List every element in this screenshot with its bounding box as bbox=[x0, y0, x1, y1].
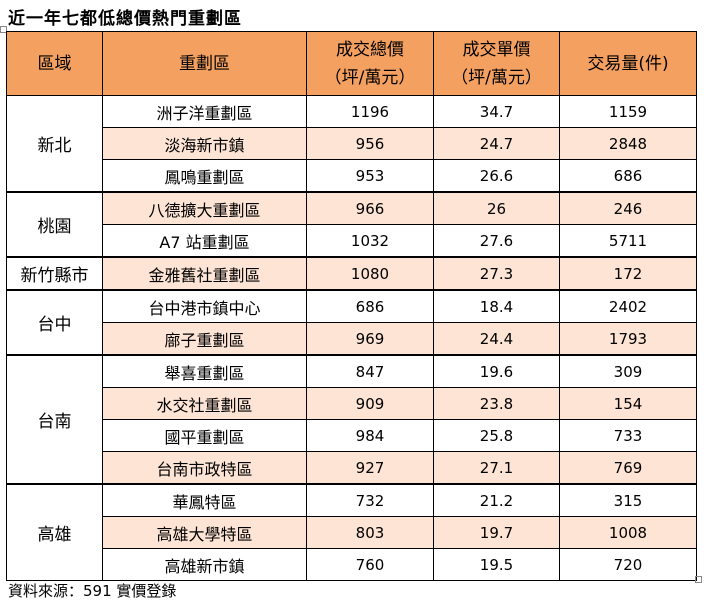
district-cell: 洲子洋重劃區 bbox=[102, 95, 307, 128]
total-price-cell: 732 bbox=[306, 483, 434, 517]
volume-cell: 1008 bbox=[559, 516, 697, 549]
total-price-cell: 966 bbox=[306, 191, 434, 225]
source-note: 資料來源：591 實價登錄 bbox=[8, 582, 177, 600]
header-row: 區域 重劃區 成交總價 （坪/萬元） 成交單價 （坪/萬元） 交易量(件) bbox=[6, 31, 697, 96]
table-handle-top[interactable] bbox=[0, 26, 7, 33]
district-cell: 台中港市鎮中心 bbox=[102, 289, 307, 323]
total-price-cell: 953 bbox=[306, 159, 434, 193]
volume-cell: 720 bbox=[559, 548, 697, 581]
unit-price-cell: 27.6 bbox=[433, 224, 560, 258]
volume-cell: 733 bbox=[559, 419, 697, 452]
header-unit-price: 成交單價 （坪/萬元） bbox=[433, 31, 560, 96]
total-price-cell: 956 bbox=[306, 127, 434, 160]
header-volume: 交易量(件) bbox=[559, 31, 697, 96]
volume-cell: 686 bbox=[559, 159, 697, 193]
unit-price-cell: 25.8 bbox=[433, 419, 560, 452]
district-cell: 廍子重劃區 bbox=[102, 322, 307, 356]
unit-price-cell: 18.4 bbox=[433, 289, 560, 323]
table-row: 高雄新市鎮 760 19.5 720 bbox=[7, 548, 697, 581]
volume-cell: 2848 bbox=[559, 127, 697, 160]
district-cell: 華鳳特區 bbox=[102, 483, 307, 517]
unit-price-cell: 26.6 bbox=[433, 159, 560, 193]
district-cell: 金雅舊社重劃區 bbox=[102, 256, 307, 291]
unit-price-cell: 19.5 bbox=[433, 548, 560, 581]
header-total-price: 成交總價 （坪/萬元） bbox=[306, 31, 434, 96]
volume-cell: 2402 bbox=[559, 289, 697, 323]
unit-price-cell: 34.7 bbox=[433, 95, 560, 128]
volume-cell: 154 bbox=[559, 387, 697, 420]
header-district: 重劃區 bbox=[102, 31, 307, 96]
table-row: 淡海新市鎮 956 24.7 2848 bbox=[7, 127, 697, 160]
table-row: 廍子重劃區 969 24.4 1793 bbox=[7, 322, 697, 356]
unit-price-cell: 24.4 bbox=[433, 322, 560, 356]
table-row: 國平重劃區 984 25.8 733 bbox=[7, 419, 697, 452]
district-cell: 國平重劃區 bbox=[102, 419, 307, 452]
total-price-cell: 969 bbox=[306, 322, 434, 356]
total-price-cell: 1196 bbox=[306, 95, 434, 128]
table-resize-handle[interactable] bbox=[695, 576, 702, 583]
total-price-cell: 803 bbox=[306, 516, 434, 549]
unit-price-cell: 26 bbox=[433, 191, 560, 225]
table-row: 台南市政特區 927 27.1 769 bbox=[7, 451, 697, 485]
district-cell: 淡海新市鎮 bbox=[102, 127, 307, 160]
district-cell: 台南市政特區 bbox=[102, 451, 307, 485]
volume-cell: 246 bbox=[559, 191, 697, 225]
district-cell: 八德擴大重劃區 bbox=[102, 191, 307, 225]
total-price-cell: 927 bbox=[306, 451, 434, 485]
header-total-price-line1: 成交總價 bbox=[336, 39, 404, 60]
table-row: 鳳鳴重劃區 953 26.6 686 bbox=[7, 159, 697, 193]
unit-price-cell: 23.8 bbox=[433, 387, 560, 420]
total-price-cell: 984 bbox=[306, 419, 434, 452]
volume-cell: 1793 bbox=[559, 322, 697, 356]
region-cell: 台南 bbox=[6, 354, 103, 485]
header-total-price-line2: （坪/萬元） bbox=[324, 67, 416, 88]
table-row: 新竹縣市 金雅舊社重劃區 1080 27.3 172 bbox=[6, 256, 697, 291]
volume-cell: 1159 bbox=[559, 95, 697, 128]
table-body: 新北 洲子洋重劃區 1196 34.7 1159 淡海新市鎮 956 24.7 2848 鳳鳴重劃… bbox=[6, 95, 697, 581]
unit-price-cell: 27.1 bbox=[433, 451, 560, 485]
volume-cell: 315 bbox=[559, 483, 697, 517]
total-price-cell: 686 bbox=[306, 289, 434, 323]
region-cell: 新北 bbox=[6, 95, 103, 193]
unit-price-cell: 24.7 bbox=[433, 127, 560, 160]
table-row: 桃園 八德擴大重劃區 966 26 246 bbox=[6, 191, 697, 258]
volume-cell: 5711 bbox=[559, 224, 697, 258]
unit-price-cell: 21.2 bbox=[433, 483, 560, 517]
table-row: 新北 洲子洋重劃區 1196 34.7 1159 bbox=[6, 95, 697, 193]
table-row: 台南 舉喜重劃區 847 19.6 309 bbox=[6, 354, 697, 485]
volume-cell: 769 bbox=[559, 451, 697, 485]
total-price-cell: 1032 bbox=[306, 224, 434, 258]
district-cell: 水交社重劃區 bbox=[102, 387, 307, 420]
region-cell: 台中 bbox=[6, 289, 103, 356]
volume-cell: 309 bbox=[559, 354, 697, 388]
district-cell: 舉喜重劃區 bbox=[102, 354, 307, 388]
header-unit-price-line2: （坪/萬元） bbox=[451, 67, 542, 88]
volume-cell: 172 bbox=[559, 256, 697, 291]
table-row: 高雄大學特區 803 19.7 1008 bbox=[7, 516, 697, 549]
table-row: 高雄 華鳳特區 732 21.2 315 bbox=[6, 483, 697, 581]
total-price-cell: 847 bbox=[306, 354, 434, 388]
unit-price-cell: 27.3 bbox=[433, 256, 560, 291]
table-row: A7 站重劃區 1032 27.6 5711 bbox=[7, 224, 697, 258]
total-price-cell: 760 bbox=[306, 548, 434, 581]
price-table: 區域 重劃區 成交總價 （坪/萬元） 成交單價 （坪/萬元） 交易量(件) 新北… bbox=[6, 31, 697, 581]
district-cell: 鳳鳴重劃區 bbox=[102, 159, 307, 193]
header-region: 區域 bbox=[6, 31, 103, 96]
header-unit-price-line1: 成交單價 bbox=[462, 39, 531, 60]
table-row: 水交社重劃區 909 23.8 154 bbox=[7, 387, 697, 420]
district-cell: 高雄新市鎮 bbox=[102, 548, 307, 581]
region-cell: 桃園 bbox=[6, 191, 103, 258]
table-title: 近一年七都低總價熱門重劃區 bbox=[8, 9, 242, 29]
total-price-cell: 1080 bbox=[306, 256, 434, 291]
unit-price-cell: 19.6 bbox=[433, 354, 560, 388]
region-cell: 高雄 bbox=[6, 483, 103, 581]
total-price-cell: 909 bbox=[306, 387, 434, 420]
district-cell: A7 站重劃區 bbox=[102, 224, 307, 258]
region-cell: 新竹縣市 bbox=[6, 256, 103, 291]
district-cell: 高雄大學特區 bbox=[102, 516, 307, 549]
table-row: 台中 台中港市鎮中心 686 18.4 2402 bbox=[6, 289, 697, 356]
unit-price-cell: 19.7 bbox=[433, 516, 560, 549]
